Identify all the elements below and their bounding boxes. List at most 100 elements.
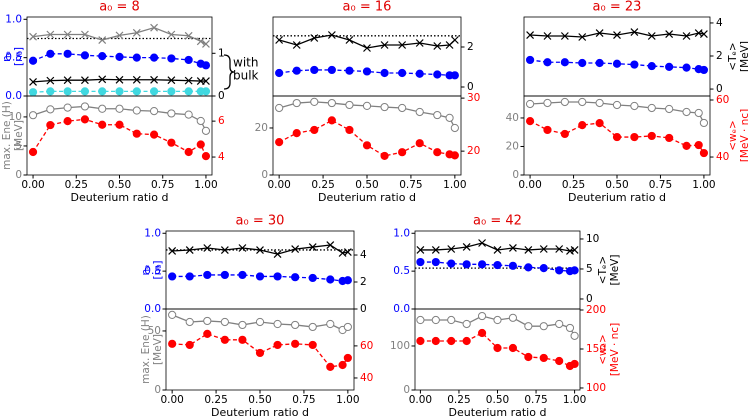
x-marker xyxy=(447,245,456,253)
x-marker xyxy=(132,28,141,37)
series-line xyxy=(278,119,455,157)
marker xyxy=(431,257,440,267)
marker xyxy=(665,133,674,143)
marker xyxy=(238,320,247,330)
x-marker xyxy=(431,246,440,254)
y2-tick-label: 0 xyxy=(586,293,593,305)
x-marker xyxy=(80,30,89,39)
x-tick-label: 0.25 xyxy=(204,394,227,406)
marker xyxy=(570,359,579,369)
y-tick-label: 0 xyxy=(154,384,161,396)
x-marker xyxy=(543,32,552,40)
marker xyxy=(595,118,604,128)
marker xyxy=(630,101,639,111)
x-marker xyxy=(46,76,55,85)
marker xyxy=(630,60,639,69)
y2-axis-label: [MeV · nc] xyxy=(609,323,621,376)
marker xyxy=(539,322,548,331)
marker xyxy=(555,319,564,329)
x-marker xyxy=(310,34,319,42)
x-tick-label: 0.75 xyxy=(399,179,422,191)
marker xyxy=(338,360,347,370)
x-tick-label: 0.75 xyxy=(292,394,315,406)
marker xyxy=(63,49,72,58)
y-axis-label: nₑ xyxy=(1,51,13,62)
x-marker xyxy=(524,246,533,254)
marker xyxy=(326,362,335,372)
y-tick-label: 40 xyxy=(506,112,519,124)
x-axis-label: Deuterium ratio d xyxy=(211,406,309,419)
x-marker xyxy=(508,244,517,252)
y-tick-label: 1.0 xyxy=(144,227,161,239)
x-marker xyxy=(450,36,459,44)
marker xyxy=(415,107,424,117)
marker xyxy=(167,138,176,147)
annotation: bulk xyxy=(233,69,259,83)
x-marker xyxy=(560,32,569,40)
marker xyxy=(132,87,141,96)
y-tick-label: 0 xyxy=(403,384,410,396)
marker xyxy=(508,343,518,353)
marker xyxy=(543,98,552,108)
marker xyxy=(578,97,587,107)
marker xyxy=(63,87,72,96)
y2-tick-label: 200 xyxy=(586,304,606,316)
marker xyxy=(196,116,205,126)
marker xyxy=(578,58,587,68)
y2-axis-label: [MeV] xyxy=(739,41,748,72)
x-marker xyxy=(168,247,177,255)
marker xyxy=(416,257,425,267)
marker xyxy=(362,141,372,150)
marker xyxy=(508,313,518,322)
y2-tick-label: 60 xyxy=(360,340,373,352)
x-marker xyxy=(29,77,37,86)
x-marker xyxy=(202,77,210,85)
marker xyxy=(362,67,372,76)
x-tick-label: 1.00 xyxy=(563,394,586,406)
y-tick-label: 100 xyxy=(390,340,410,352)
marker xyxy=(433,70,442,79)
marker xyxy=(115,52,124,61)
marker xyxy=(255,348,265,358)
marker xyxy=(46,105,55,114)
marker xyxy=(28,88,38,97)
marker xyxy=(168,339,177,348)
x-marker xyxy=(167,30,176,39)
x-tick-label: 1.00 xyxy=(443,179,466,191)
marker xyxy=(63,103,72,112)
marker xyxy=(699,65,709,75)
marker xyxy=(508,261,518,270)
marker xyxy=(343,276,352,285)
x-marker xyxy=(345,36,354,44)
marker xyxy=(647,61,656,71)
y-tick-label: 0.0 xyxy=(393,303,410,315)
y2-tick-label: 20 xyxy=(467,145,480,157)
marker xyxy=(493,260,502,270)
marker xyxy=(292,129,301,138)
x-tick-label: 1.00 xyxy=(692,179,715,191)
marker xyxy=(682,107,691,117)
y2-axis-label: [MeV · nc] xyxy=(739,109,748,162)
marker xyxy=(275,103,284,113)
marker xyxy=(255,272,265,281)
x-marker xyxy=(115,31,124,40)
x-marker xyxy=(256,246,264,254)
marker xyxy=(694,108,703,118)
marker xyxy=(201,152,211,161)
y2-tick-label: 40 xyxy=(716,151,729,163)
plot-frame xyxy=(165,230,355,310)
marker xyxy=(565,323,575,333)
marker xyxy=(275,68,284,78)
marker xyxy=(477,260,487,269)
marker xyxy=(345,66,354,75)
marker xyxy=(46,49,55,58)
x-marker xyxy=(80,76,89,85)
x-marker xyxy=(150,75,159,84)
x-marker xyxy=(132,75,141,84)
x-marker xyxy=(343,248,352,256)
y2-tick-label: 5 xyxy=(586,263,593,275)
marker xyxy=(185,340,194,350)
marker xyxy=(450,123,459,133)
marker xyxy=(345,100,354,110)
